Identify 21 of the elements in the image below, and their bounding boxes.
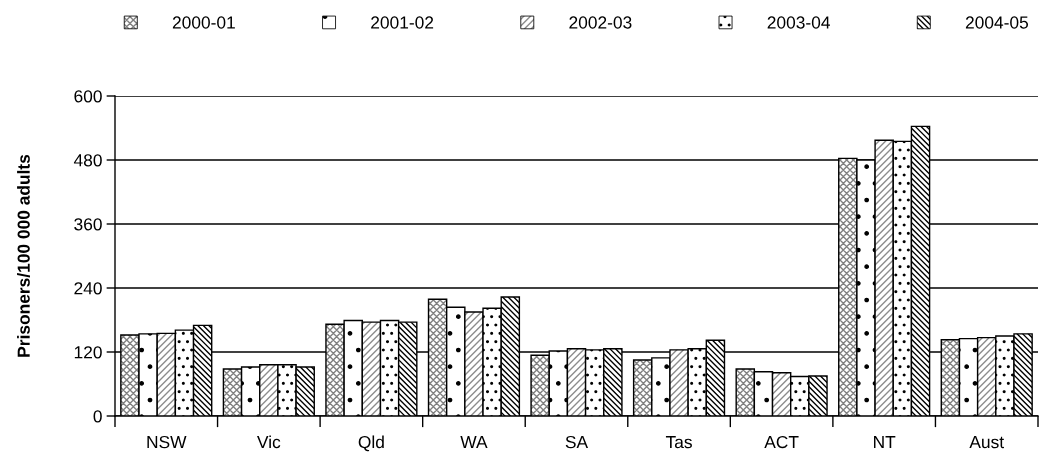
y-tick-label: 360 [74, 218, 102, 231]
y-tick-label: 0 [93, 410, 102, 423]
legend-label: 2000-01 [172, 16, 235, 29]
x-tick-label: WA [460, 436, 488, 449]
x-tick-label: Aust [969, 436, 1004, 449]
x-tick-label: Vic [257, 435, 281, 449]
legend-label: 2003-04 [767, 16, 830, 29]
legend-label: 2001-02 [371, 16, 434, 29]
x-tick-label: Qld [358, 435, 384, 452]
y-tick-label: 120 [74, 346, 102, 359]
legend-label: 2004-05 [965, 16, 1029, 29]
x-tick-label: Tas [665, 436, 692, 449]
x-tick-label: NSW [147, 435, 187, 449]
y-axis-title: Prisoners/100 000 adults [17, 154, 30, 357]
x-tick-label: NT [874, 436, 896, 449]
y-tick-label: 600 [74, 90, 102, 103]
legend-label: 2002-03 [569, 16, 632, 29]
x-tick-label: ACT [764, 435, 799, 449]
x-tick-label: SA [565, 435, 589, 449]
y-tick-label: 480 [73, 154, 102, 167]
y-tick-label: 240 [74, 282, 102, 295]
